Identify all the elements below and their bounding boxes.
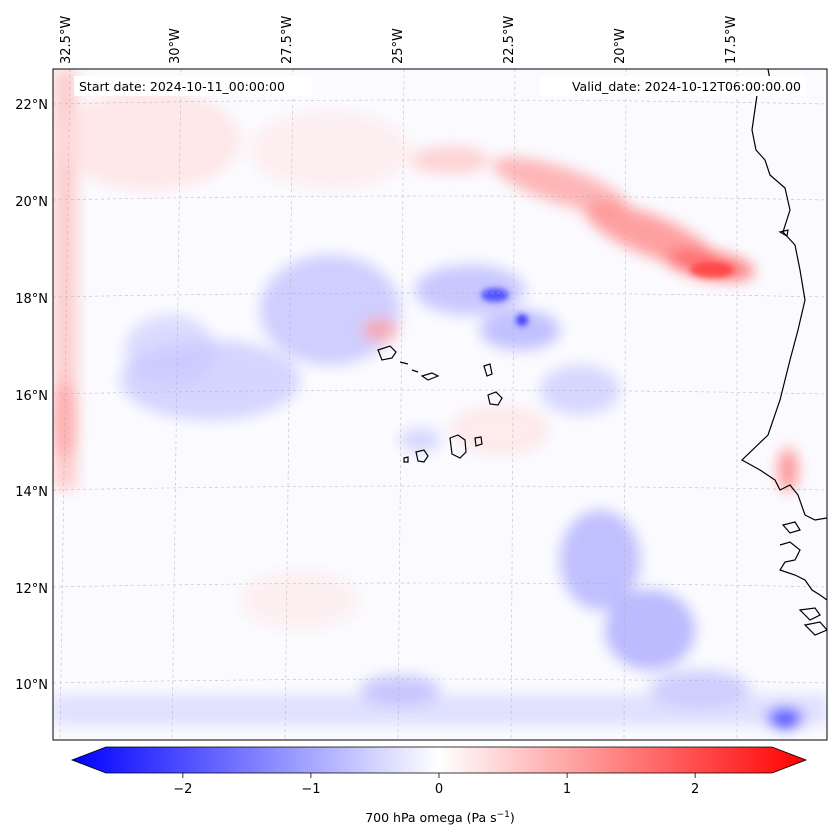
lon-tick-label: 30°W: [168, 28, 183, 64]
lon-tick-label: 22.5°W: [502, 16, 517, 64]
colorbar-tick-label: −1: [301, 782, 320, 797]
lat-tick-label: 20°N: [15, 195, 48, 210]
lon-tick-label: 27.5°W: [280, 16, 295, 64]
map-panel: [53, 69, 827, 740]
cape-verde-islands: [377, 345, 503, 463]
coastlines: [740, 69, 827, 636]
valid-date-box: [540, 76, 806, 96]
lat-tick-label: 10°N: [15, 678, 48, 693]
colorbar-bar: [70, 746, 808, 774]
colorbar-tick-label: 0: [435, 782, 443, 797]
longitude-labels: 32.5°W 30°W 27.5°W 25°W 22.5°W 20°W 17.5…: [59, 16, 739, 64]
colorbar-tick-label: −2: [173, 782, 192, 797]
colorbar-tick-label: 2: [691, 782, 699, 797]
lon-tick-label: 32.5°W: [59, 16, 74, 64]
lat-tick-label: 22°N: [15, 98, 48, 113]
start-date-label: Start date: 2024-10-11_00:00:00: [79, 79, 285, 94]
map-frame: [52, 68, 828, 741]
omega-field: [53, 69, 827, 728]
colorbar-ticks: −2 −1 0 1 2: [173, 773, 699, 797]
lat-tick-label: 16°N: [15, 389, 48, 404]
start-date-box: [74, 76, 312, 96]
omega-cores: [481, 262, 734, 326]
lat-tick-label: 12°N: [15, 582, 48, 597]
colorbar-tick-label: 1: [563, 782, 571, 797]
valid-date-label: Valid_date: 2024-10-12T06:00:00.00: [572, 79, 801, 94]
lon-tick-label: 17.5°W: [724, 16, 739, 64]
lat-tick-label: 14°N: [15, 485, 48, 500]
colorbar: −2 −1 0 1 2 700 hPa omega (Pa s−1): [70, 746, 808, 825]
lat-tick-label: 18°N: [15, 292, 48, 307]
lon-tick-label: 20°W: [613, 28, 628, 64]
lon-tick-label: 25°W: [391, 28, 406, 64]
gridlines: [53, 69, 827, 740]
africa-coastline: [740, 69, 827, 521]
colorbar-title: 700 hPa omega (Pa s−1): [365, 810, 515, 825]
latitude-labels: 22°N 20°N 18°N 16°N 14°N 12°N 10°N: [15, 98, 48, 693]
